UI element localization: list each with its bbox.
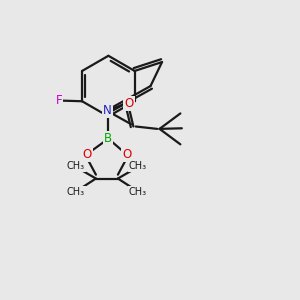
Text: O: O: [124, 97, 134, 110]
Text: CH₃: CH₃: [129, 161, 147, 171]
Text: CH₃: CH₃: [67, 187, 85, 197]
Text: N: N: [103, 104, 112, 117]
Text: F: F: [56, 94, 62, 107]
Text: O: O: [82, 148, 91, 161]
Text: CH₃: CH₃: [129, 187, 147, 197]
Text: CH₃: CH₃: [67, 161, 85, 171]
Text: B: B: [104, 132, 112, 145]
Text: O: O: [122, 148, 131, 161]
